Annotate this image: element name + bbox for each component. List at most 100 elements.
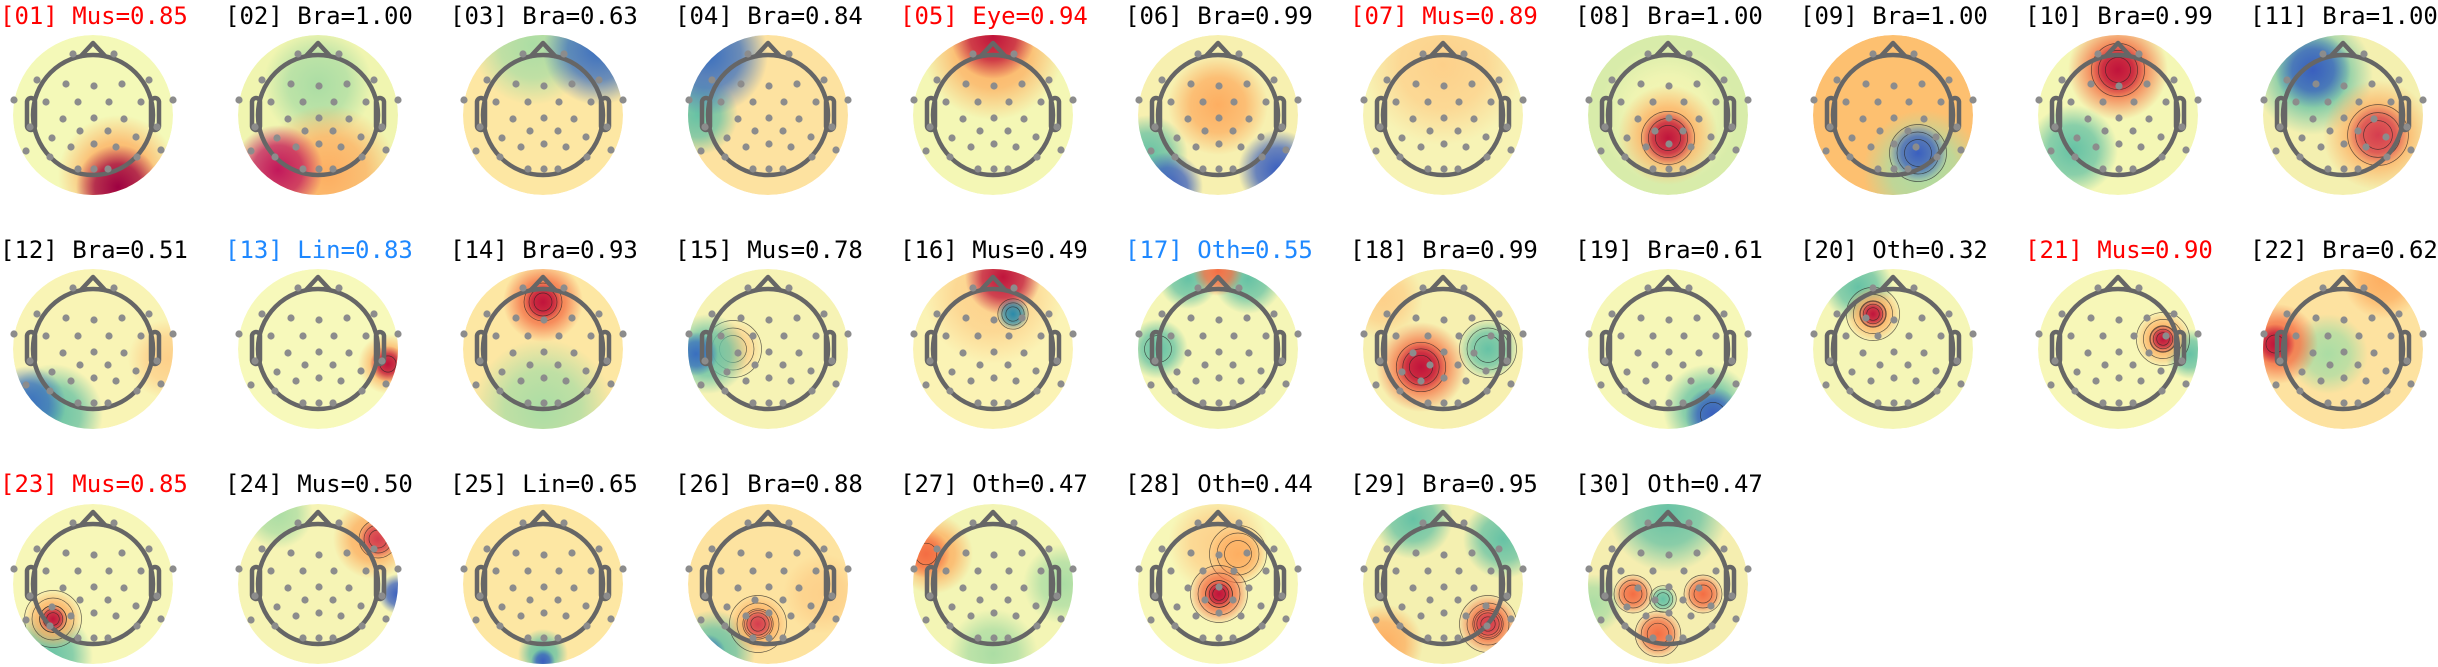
electrode-marker: [780, 98, 788, 106]
electrode-marker: [1585, 330, 1593, 338]
electrode-marker: [1004, 399, 1012, 407]
contour-line: [1402, 348, 1440, 386]
right-ear-icon: [148, 329, 162, 367]
nose-icon: [1878, 274, 1908, 293]
electrode-marker: [110, 284, 118, 292]
electrode-marker: [844, 330, 852, 338]
electrode-marker: [1409, 584, 1417, 592]
electrode-marker: [62, 314, 70, 322]
electrode-marker: [1519, 330, 1527, 338]
electrode-marker: [603, 357, 611, 365]
electrode-marker: [74, 332, 82, 340]
electrode-marker: [1468, 80, 1476, 88]
electrode-marker: [2130, 332, 2138, 340]
electrode-marker: [1151, 592, 1159, 600]
electrode-marker: [2354, 361, 2362, 369]
electrode-marker: [1215, 609, 1223, 617]
electrode-marker: [337, 612, 345, 620]
electrode-marker: [765, 609, 773, 617]
electrode-marker: [1904, 127, 1912, 135]
electrode-marker: [524, 165, 532, 173]
electrode-marker: [1685, 519, 1693, 527]
electrode-marker: [2354, 165, 2362, 173]
electrode-marker: [2340, 348, 2348, 356]
component-20-panel: [20] Oth=0.32: [1800, 236, 1988, 429]
electrode-marker: [1258, 153, 1266, 161]
nose-icon: [978, 40, 1008, 59]
electrode-marker: [1270, 545, 1278, 553]
electrode-marker: [1693, 314, 1701, 322]
electrode-marker: [2051, 123, 2059, 131]
electrode-marker: [1440, 114, 1448, 122]
electrode-marker: [1282, 615, 1290, 623]
electrode-marker: [2058, 310, 2066, 318]
electrodes: [1585, 50, 1752, 173]
electrode-marker: [962, 314, 970, 322]
electrodes: [2260, 50, 2427, 173]
electrode-marker: [1454, 127, 1462, 135]
electrode-marker: [587, 98, 595, 106]
electrode-marker: [1608, 76, 1616, 84]
electrode-marker: [1680, 98, 1688, 106]
electrode-marker: [1417, 143, 1425, 151]
electrode-marker: [1440, 316, 1448, 324]
electrodes: [2035, 284, 2202, 407]
electrode-marker: [1495, 310, 1503, 318]
electrode-marker: [137, 98, 145, 106]
component-25-panel: [25] Lin=0.65: [450, 470, 638, 664]
electrode-marker: [46, 387, 54, 395]
electrode-marker: [330, 332, 338, 340]
electrodes: [1585, 284, 1752, 407]
electrodes: [2260, 284, 2427, 407]
electrode-marker: [976, 596, 984, 604]
electrode-marker: [1679, 361, 1687, 369]
nose-icon: [1203, 509, 1233, 528]
electrodes: [10, 284, 177, 407]
electrode-marker: [1262, 98, 1270, 106]
electrode-marker: [1229, 596, 1237, 604]
electrode-marker: [1424, 567, 1432, 575]
electrode-marker: [1230, 332, 1238, 340]
component-title: [13] Lin=0.83: [225, 236, 413, 264]
electrode-marker: [357, 602, 365, 610]
electrode-marker: [2145, 115, 2153, 123]
component-title: [23] Mus=0.85: [0, 470, 188, 498]
electrode-marker: [483, 76, 491, 84]
electrode-marker: [701, 592, 709, 600]
electrode-marker: [1905, 98, 1913, 106]
electrode-marker: [1932, 133, 1940, 141]
electrode-marker: [1004, 596, 1012, 604]
electrode-marker: [2084, 115, 2092, 123]
electrode-marker: [287, 314, 295, 322]
right-ear-icon: [148, 95, 162, 133]
electrode-marker: [118, 549, 126, 557]
electrode-marker: [1642, 612, 1650, 620]
electrode-marker: [1257, 133, 1265, 141]
electrode-marker: [105, 332, 113, 340]
electrode-marker: [460, 96, 468, 104]
electrode-marker: [828, 592, 836, 600]
electrode-marker: [1294, 96, 1302, 104]
component-title: [18] Bra=0.99: [1350, 236, 1538, 264]
electrode-marker: [33, 76, 41, 84]
electrode-marker: [812, 98, 820, 106]
electrode-marker: [926, 357, 934, 365]
electrode-marker: [2326, 127, 2334, 135]
electrode-marker: [1053, 592, 1061, 600]
electrode-marker: [603, 592, 611, 600]
electrode-marker: [315, 583, 323, 591]
electrode-marker: [607, 146, 615, 154]
electrode-marker: [1846, 387, 1854, 395]
electrode-marker: [1862, 314, 1870, 322]
electrode-marker: [1707, 133, 1715, 141]
electrode-marker: [2317, 143, 2325, 151]
electrode-marker: [1665, 82, 1673, 90]
electrode-marker: [1412, 80, 1420, 88]
electrode-marker: [959, 584, 967, 592]
electrode-marker: [765, 374, 773, 382]
electrode-marker: [948, 603, 956, 611]
electrode-marker: [1294, 330, 1302, 338]
electrode-marker: [1468, 549, 1476, 557]
electrode-marker: [1440, 140, 1448, 148]
nose-icon: [2328, 274, 2358, 293]
